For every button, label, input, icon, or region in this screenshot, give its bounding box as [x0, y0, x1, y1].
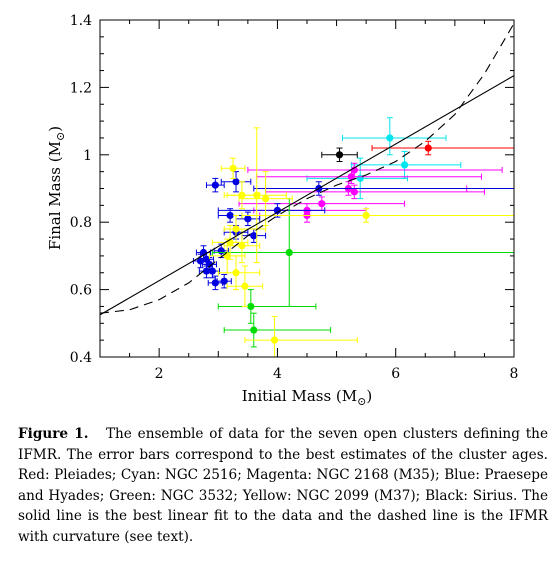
data-point: [386, 134, 394, 142]
data-point: [238, 191, 246, 199]
data-point: [232, 178, 240, 186]
x-tick-label: 4: [273, 366, 282, 382]
data-point: [318, 200, 326, 208]
data-point: [211, 279, 219, 287]
x-tick-label: 8: [510, 366, 519, 382]
y-axis-label: Final Mass (M⊙): [46, 126, 67, 250]
data-points: [192, 117, 514, 357]
caption-text: The ensemble of data for the seven open …: [18, 426, 548, 545]
data-point: [424, 144, 432, 152]
data-point: [400, 161, 409, 169]
fit-lines: [100, 23, 514, 316]
ifmr-chart: 2 4 6 8 0.4 0.6 0.8 1 1.2 1.4 Initial Mass (M⊙) F…: [46, 13, 519, 408]
data-point: [241, 282, 249, 290]
data-point: [362, 211, 370, 220]
data-point: [232, 225, 240, 233]
data-point: [211, 181, 219, 189]
plot-frame: [99, 19, 515, 358]
data-point: [250, 326, 258, 334]
data-point: [350, 188, 358, 196]
y-tick-label: 0.6: [70, 283, 92, 299]
y-tick-label: 0.8: [70, 215, 92, 231]
data-point: [223, 252, 231, 260]
data-point: [285, 248, 293, 257]
data-point: [208, 267, 216, 275]
data-point: [250, 232, 258, 240]
data-point: [226, 211, 234, 220]
x-tick-label: 2: [155, 366, 164, 382]
tick-labels: 2 4 6 8 0.4 0.6 0.8 1 1.2 1.4: [70, 13, 519, 382]
y-tick-label: 1: [83, 148, 92, 164]
y-tick-label: 1.4: [70, 13, 92, 29]
figure-caption: Figure 1. The ensemble of data for the s…: [18, 424, 548, 547]
y-axis-sun-symbol: ⊙: [54, 132, 67, 141]
caption-label: Figure 1.: [18, 426, 89, 442]
data-point: [262, 195, 270, 203]
y-axis-label-suffix: ): [46, 126, 64, 132]
data-point: [232, 269, 240, 277]
x-axis-sun-symbol: ⊙: [357, 395, 366, 408]
data-point: [270, 336, 279, 344]
curved-ifmr-line: [100, 23, 514, 314]
data-point: [335, 151, 344, 159]
x-axis-label-suffix: ): [366, 387, 372, 405]
data-point: [273, 206, 282, 215]
data-point: [229, 164, 237, 172]
data-point: [347, 173, 355, 181]
series-6: [321, 147, 358, 163]
data-point: [244, 215, 252, 223]
series-5: [208, 127, 514, 357]
y-tick-label: 0.4: [70, 350, 92, 366]
linear-fit-line: [100, 75, 514, 316]
y-tick-label: 1.2: [70, 80, 92, 96]
x-axis-label: Initial Mass (M⊙): [242, 387, 372, 408]
series-1: [306, 117, 462, 200]
data-point: [220, 277, 228, 285]
data-point: [238, 242, 246, 250]
x-tick-label: 6: [391, 366, 400, 382]
series-0: [371, 140, 514, 156]
data-point: [196, 257, 205, 265]
axis-ticks: [99, 19, 515, 358]
data-point: [247, 302, 255, 311]
